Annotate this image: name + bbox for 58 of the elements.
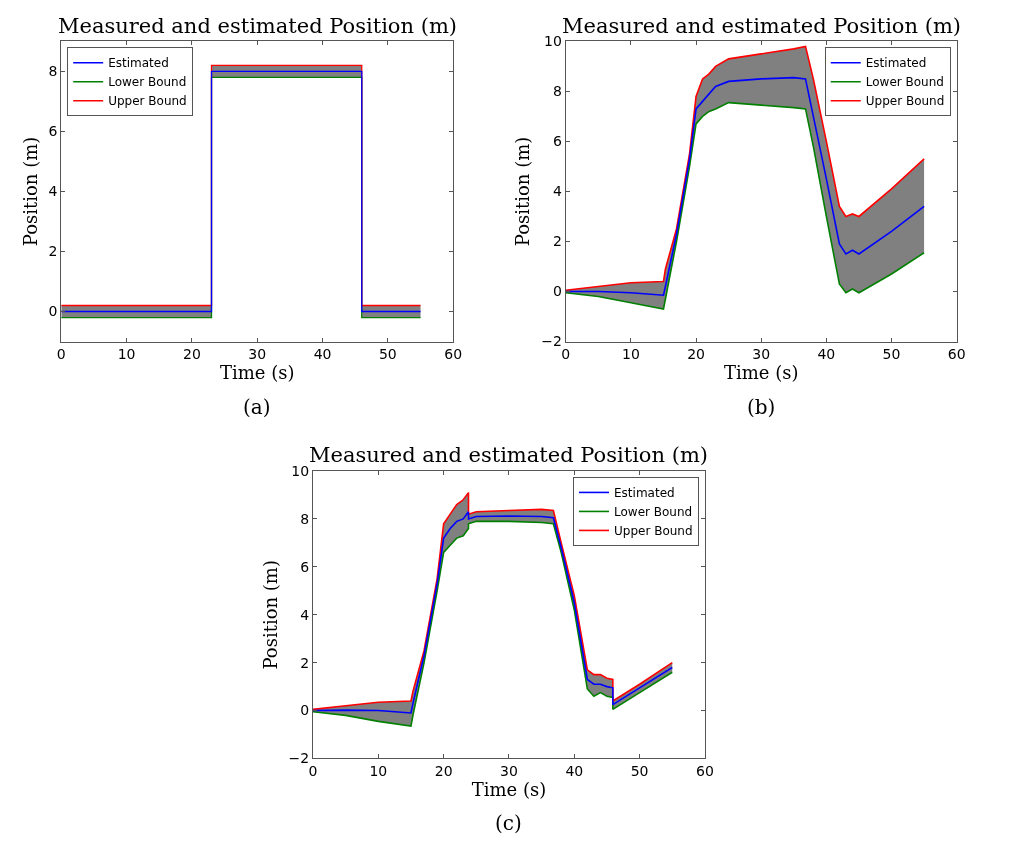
legend-label: Upper Bound: [108, 94, 187, 109]
y-tick-label: 8: [300, 510, 310, 527]
y-tick-label: −2: [541, 333, 562, 350]
y-tick-label: 8: [553, 83, 562, 100]
y-tick-label: 2: [553, 233, 562, 250]
x-tick-label: 30: [248, 346, 267, 363]
x-tick-label: 10: [621, 346, 640, 363]
text: (c): [495, 811, 522, 835]
x-tick-label: 60: [696, 763, 714, 780]
y-tick-label: 4: [553, 183, 563, 200]
legend-label: Lower Bound: [108, 75, 187, 90]
legend-label: Estimated: [108, 56, 169, 71]
x-tick-label: 30: [752, 346, 771, 363]
y-axis-title: Position (m): [259, 560, 281, 670]
y-tick-label: 4: [300, 606, 310, 623]
x-tick-label: 20: [687, 346, 705, 363]
legend-label: Upper Bound: [865, 94, 945, 109]
y-axis-title: Position (m): [19, 136, 41, 247]
y-tick-label: 0: [300, 702, 310, 719]
x-tick-label: 50: [630, 763, 649, 780]
x-tick-label: 20: [182, 346, 201, 363]
text: (b): [747, 395, 776, 419]
y-tick-label: 6: [48, 123, 58, 140]
x-tick-label: 50: [882, 346, 901, 363]
x-tick-label: 60: [444, 346, 463, 363]
y-tick-label: 2: [300, 654, 310, 671]
legend-label: Lower Bound: [614, 505, 693, 520]
x-tick-label: 40: [313, 346, 332, 363]
y-tick-label: 10: [544, 33, 562, 50]
y-tick-label: 2: [48, 243, 58, 260]
y-tick-label: 8: [48, 63, 58, 80]
y-tick-label: 6: [553, 133, 563, 150]
x-tick-label: 20: [434, 763, 453, 780]
text: (a): [243, 395, 271, 419]
x-tick-label: 10: [369, 763, 388, 780]
y-tick-label: 10: [291, 462, 310, 479]
chart-title: Measured and estimated Position (m): [58, 14, 457, 38]
y-tick-label: 0: [48, 303, 58, 320]
x-axis-title: Time (s): [471, 779, 547, 801]
x-tick-label: 10: [117, 346, 136, 363]
x-tick-label: 50: [378, 346, 397, 363]
legend-label: Estimated: [614, 486, 675, 501]
y-tick-label: 0: [553, 283, 562, 300]
legend-label: Lower Bound: [865, 75, 944, 90]
y-tick-label: 6: [300, 558, 310, 575]
x-axis-title: Time (s): [723, 362, 799, 384]
x-axis-title: Time (s): [219, 362, 295, 384]
chart-title: Measured and estimated Position (m): [562, 14, 961, 38]
y-tick-label: 4: [48, 183, 58, 200]
legend-label: Upper Bound: [614, 524, 693, 539]
x-tick-label: 60: [947, 346, 966, 363]
chart-title: Measured and estimated Position (m): [309, 443, 708, 467]
x-tick-label: 30: [500, 763, 518, 780]
x-tick-label: 40: [817, 346, 836, 363]
y-axis-title: Position (m): [512, 136, 534, 247]
x-tick-label: 40: [565, 763, 584, 780]
legend-label: Estimated: [865, 56, 927, 71]
y-tick-label: −2: [288, 750, 310, 767]
